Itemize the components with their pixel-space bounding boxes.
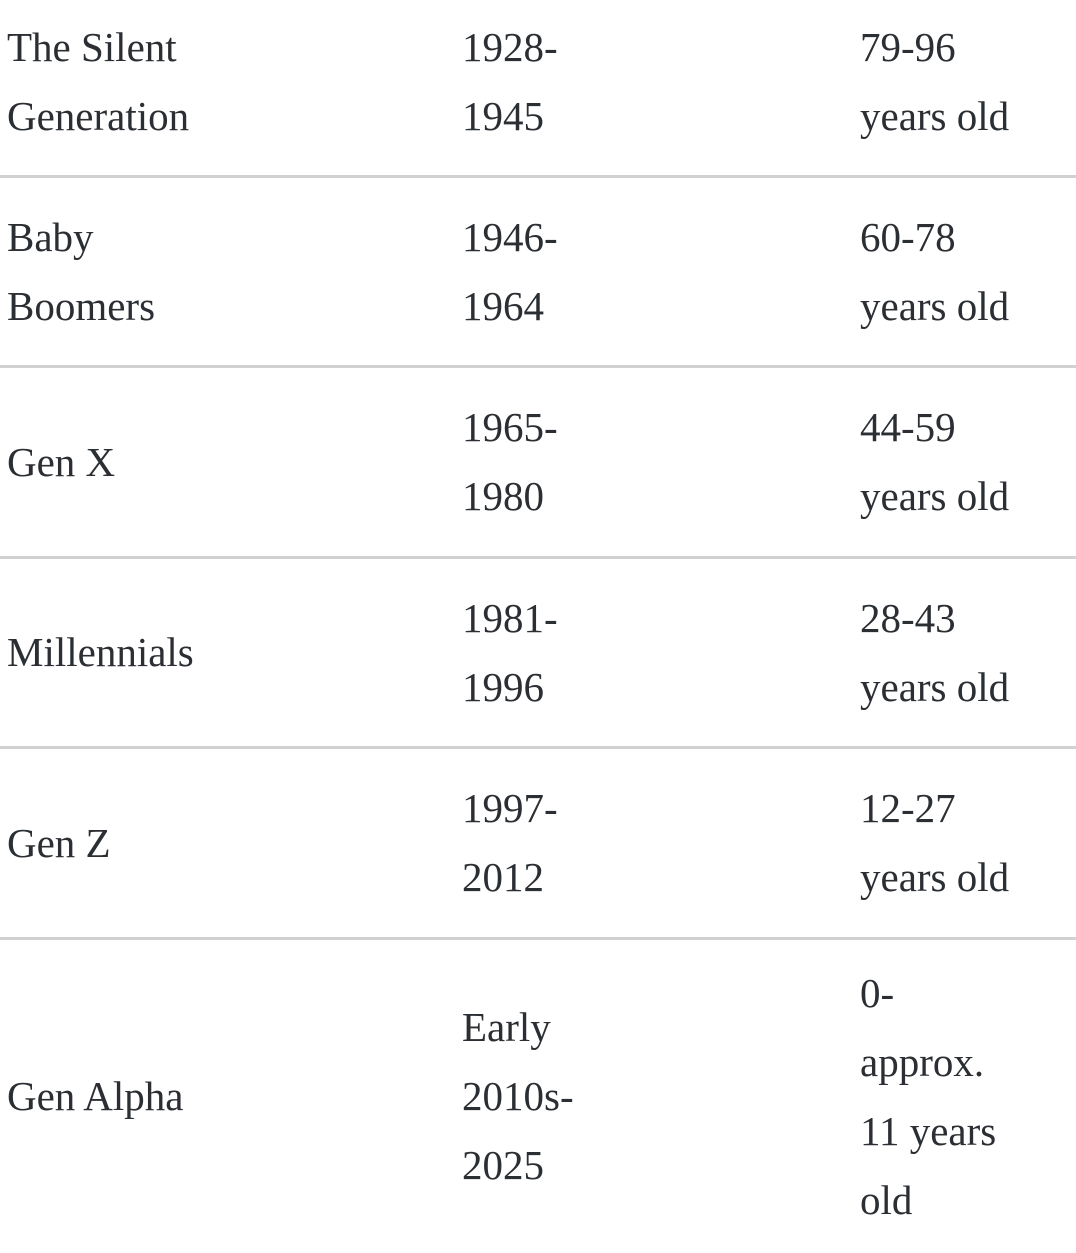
generation-name-cell: The Silent Generation xyxy=(7,23,190,139)
generation-name-cell: Baby Boomers xyxy=(7,213,156,329)
table-row: The Silent Generation 1928- 1945 79-96 y… xyxy=(0,0,1076,178)
age-range-cell: 44-59 years old xyxy=(860,404,1010,519)
age-range-cell: 28-43 years old xyxy=(860,594,1010,710)
table-row: Baby Boomers 1946- 1964 60-78 years old xyxy=(0,178,1076,368)
age-range-cell: 79-96 years old xyxy=(860,23,1010,139)
birth-years-cell: 1981- 1996 xyxy=(462,594,558,710)
generation-name-cell: Gen Z xyxy=(7,819,111,866)
birth-years-cell: Early 2010s- 2025 xyxy=(462,1004,574,1188)
table-row: Gen Z 1997- 2012 12-27 years old xyxy=(0,749,1076,940)
generation-name-cell: Millennials xyxy=(7,629,194,675)
birth-years-cell: 1997- 2012 xyxy=(462,785,558,900)
age-range-cell: 60-78 years old xyxy=(860,213,1010,329)
birth-years-cell: 1965- 1980 xyxy=(462,404,558,519)
generation-name-cell: Gen Alpha xyxy=(7,1073,184,1119)
generation-name-cell: Gen X xyxy=(7,438,116,485)
birth-years-cell: 1946- 1964 xyxy=(462,213,558,329)
table-row: Millennials 1981- 1996 28-43 years old xyxy=(0,559,1076,749)
table-row: Gen X 1965- 1980 44-59 years old xyxy=(0,368,1076,559)
age-range-cell: 0- approx. 11 years old xyxy=(860,969,997,1223)
birth-years-cell: 1928- 1945 xyxy=(462,23,558,139)
table-row: Gen Alpha Early 2010s- 2025 0- approx. 1… xyxy=(0,940,1076,1253)
age-range-cell: 12-27 years old xyxy=(860,785,1010,900)
